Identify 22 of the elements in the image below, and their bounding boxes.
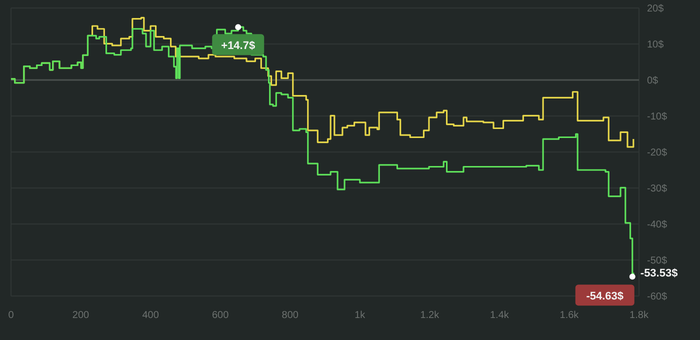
- x-tick-label: 1.6k: [560, 310, 580, 321]
- annotation: -54.63$: [586, 290, 624, 303]
- y-tick-label: 0$: [647, 76, 659, 86]
- y-tick-label: -50$: [647, 256, 668, 266]
- x-tick-label: 1k: [354, 310, 366, 321]
- x-tick-label: 200: [72, 310, 90, 321]
- x-tick-label: 400: [142, 310, 160, 321]
- x-tick-label: 1.2k: [420, 310, 440, 321]
- y-tick-label: 10$: [647, 40, 664, 50]
- x-tick-label: 1.4k: [490, 310, 510, 321]
- x-tick-label: 1.8k: [630, 310, 650, 321]
- annotation: +14.7$: [221, 40, 256, 52]
- y-tick-label: -30$: [647, 184, 668, 194]
- x-tick-label: 0: [8, 310, 14, 321]
- y-tick-label: -10$: [647, 112, 668, 122]
- y-tick-label: 20$: [647, 4, 664, 14]
- x-tick-label: 600: [212, 310, 230, 321]
- annotation: -53.53$: [640, 268, 678, 280]
- x-tick-label: 800: [282, 310, 299, 321]
- y-tick-label: -20$: [647, 148, 668, 158]
- y-tick-label: -40$: [647, 220, 668, 230]
- y-tick-label: -60$: [647, 292, 668, 302]
